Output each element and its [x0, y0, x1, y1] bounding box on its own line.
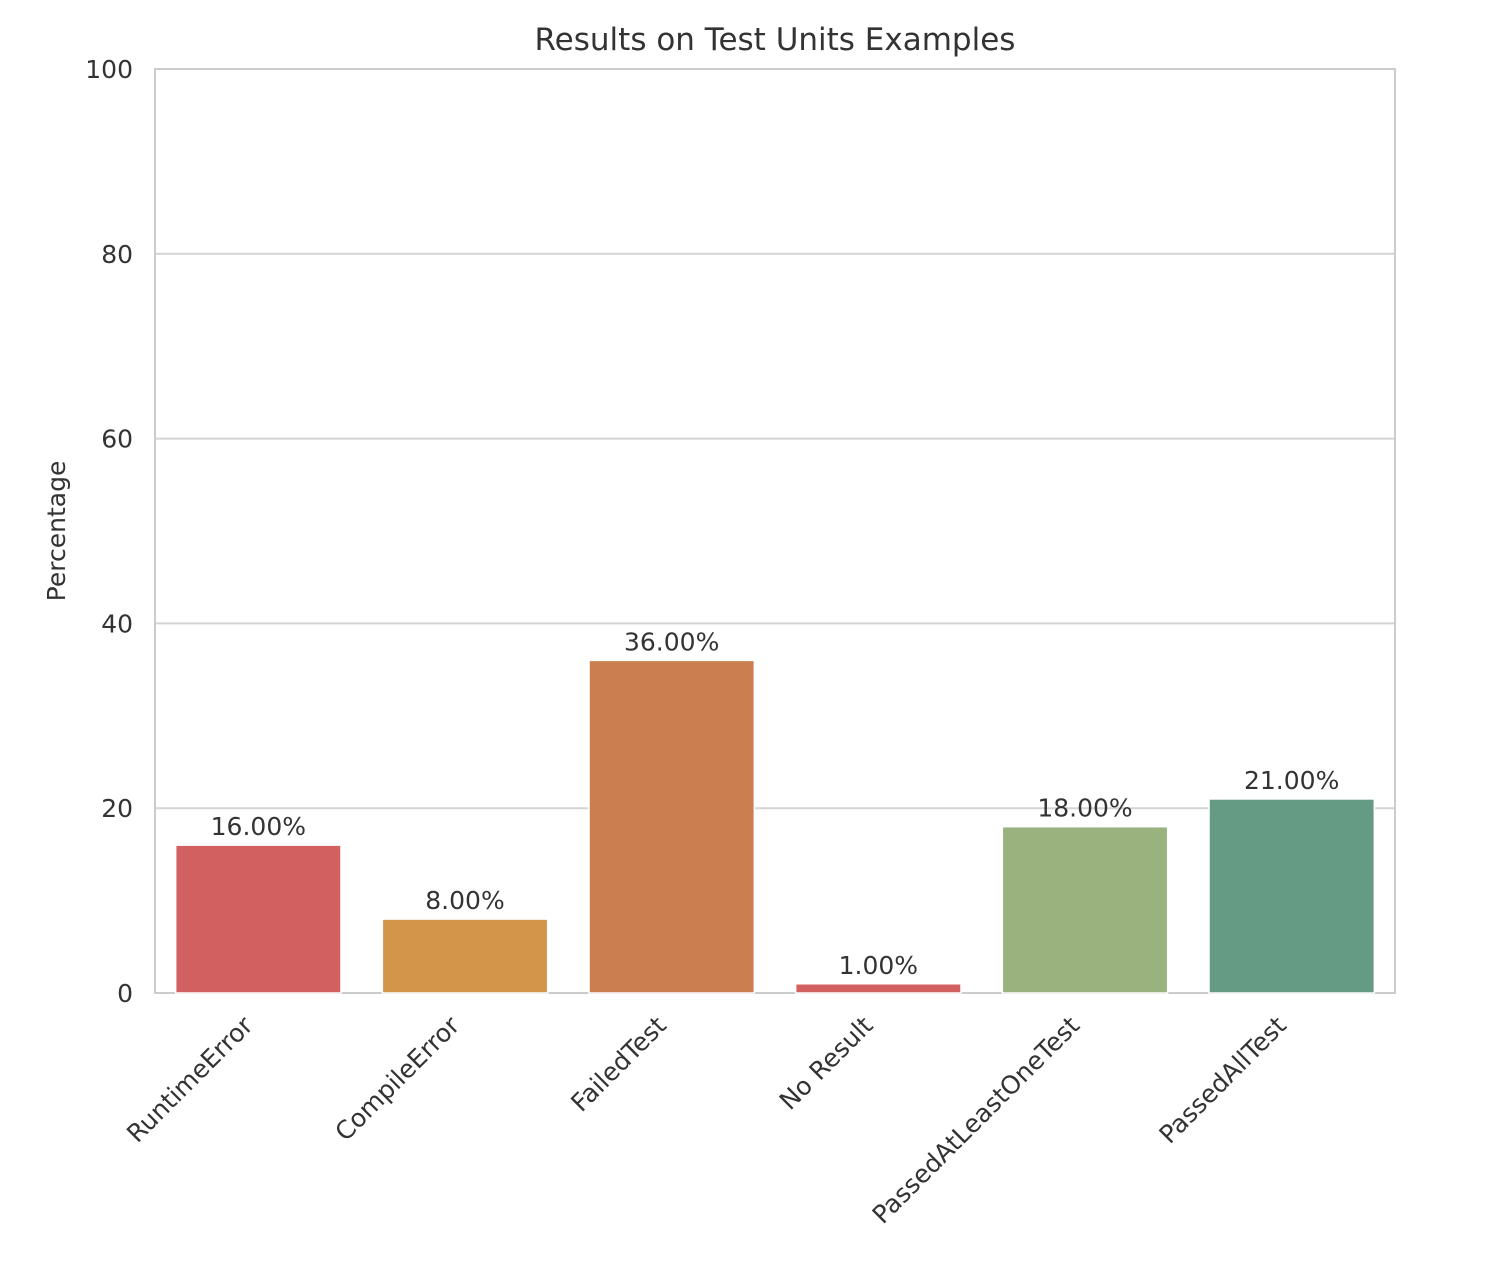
- y-tick-label: 0: [117, 979, 133, 1008]
- x-tick-label: No Result: [774, 1011, 879, 1116]
- bar-passedalltest: [1208, 798, 1376, 994]
- bar-value-label: 16.00%: [211, 812, 306, 841]
- plot-frame: [154, 68, 1396, 994]
- bar-value-label: 8.00%: [425, 886, 504, 915]
- bar-no-result: [794, 983, 962, 994]
- bar-value-label: 18.00%: [1037, 794, 1132, 823]
- y-tick-label: 20: [101, 794, 133, 823]
- bars-layer: [174, 659, 1376, 994]
- y-tick-label: 100: [85, 55, 133, 84]
- chart-title: Results on Test Units Examples: [535, 22, 1016, 58]
- x-tick-label: RuntimeError: [121, 1010, 259, 1148]
- bar-value-label: 1.00%: [839, 951, 918, 980]
- y-tick-label: 60: [101, 425, 133, 454]
- bar-runtimeerror: [174, 844, 342, 994]
- y-tick-labels: 0 20 40 60 80 100: [85, 55, 133, 1008]
- bar-failedtest: [588, 659, 756, 994]
- bar-compileerror: [381, 918, 549, 994]
- bar-value-label: 36.00%: [624, 627, 719, 656]
- bar-passedatleastonetest: [1001, 825, 1169, 994]
- y-tick-label: 40: [101, 609, 133, 638]
- x-tick-label: PassedAllTest: [1153, 1011, 1292, 1150]
- bar-labels-layer: 16.00% 8.00% 36.00% 1.00% 18.00% 21.00%: [211, 627, 1340, 979]
- x-tick-labels: RuntimeError CompileError FailedTest No Res…: [121, 1010, 1292, 1229]
- bar-value-label: 21.00%: [1244, 766, 1339, 795]
- x-tick-label: FailedTest: [565, 1011, 672, 1118]
- y-axis-title: Percentage: [42, 461, 71, 602]
- x-tick-label: CompileError: [329, 1010, 465, 1146]
- y-tick-label: 80: [101, 240, 133, 269]
- x-tick-label: PassedAtLeastOneTest: [867, 1011, 1086, 1230]
